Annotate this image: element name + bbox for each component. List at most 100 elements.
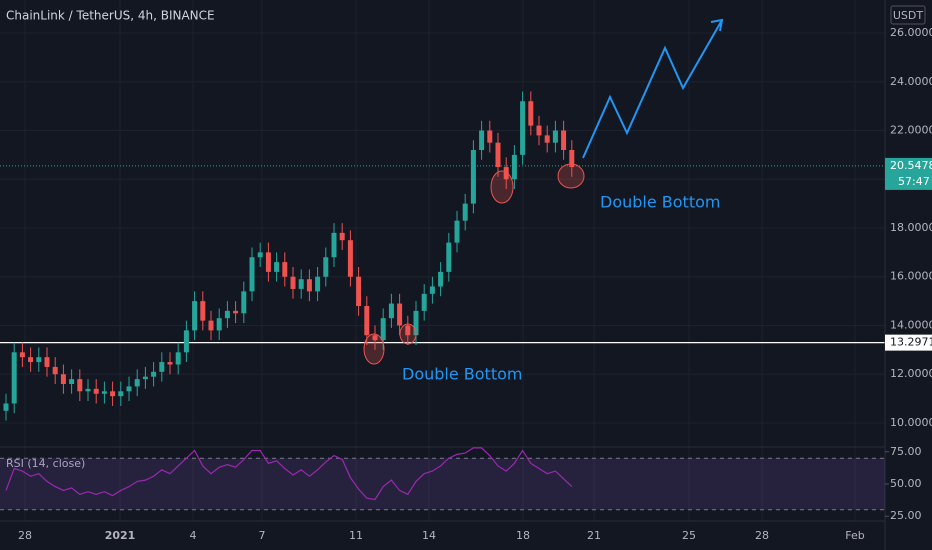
candle-body	[28, 357, 34, 363]
candle-body	[495, 142, 501, 168]
grid	[0, 0, 885, 521]
annotation-ellipse	[363, 333, 385, 365]
y-tick-label: 26.0000	[890, 26, 932, 39]
x-tick-label: 18	[516, 529, 530, 542]
rsi-tick-label: 50.00	[890, 477, 922, 490]
y-tick-label: 16.0000	[890, 270, 932, 283]
candle-body	[36, 357, 42, 363]
candle-body	[552, 130, 558, 143]
candle-body	[60, 374, 66, 384]
candle-body	[479, 130, 485, 150]
candle-body	[200, 301, 206, 321]
candle-body	[241, 291, 247, 314]
y-tick-label: 22.0000	[890, 123, 932, 136]
candle-body	[306, 279, 312, 292]
candle-body	[167, 362, 173, 365]
x-tick-label: 14	[422, 529, 436, 542]
projection-path	[582, 19, 723, 159]
annotation: Double Bottom	[402, 365, 522, 384]
candle-body	[397, 303, 403, 326]
currency-box[interactable]	[890, 5, 926, 25]
candle-body	[290, 276, 296, 289]
candle-body	[544, 135, 550, 143]
last-price-label: 20.5478	[890, 159, 932, 172]
candle-body	[208, 320, 214, 331]
candle-body	[3, 403, 9, 411]
candle-body	[85, 388, 91, 392]
candle-body	[110, 391, 116, 397]
candle-body	[192, 301, 198, 331]
annotation-ellipse	[399, 323, 417, 345]
candle-body	[19, 352, 25, 358]
candle-body	[438, 271, 444, 287]
candle-body	[520, 101, 526, 155]
y-tick-label: 24.0000	[890, 75, 932, 88]
candle-body	[126, 386, 132, 392]
rsi-line	[5, 447, 573, 501]
candle-body	[118, 391, 124, 397]
candle-body	[421, 293, 427, 311]
candle-body	[134, 379, 140, 387]
rsi-tick-label: 75.00	[890, 445, 922, 458]
currency[interactable]: USDT	[893, 9, 924, 22]
candle-body	[388, 303, 394, 319]
candle-body	[331, 232, 337, 258]
countdown: 57:47	[898, 175, 930, 188]
annotation-ellipse	[557, 163, 585, 189]
support-label-box	[885, 334, 932, 351]
candle-body	[101, 391, 107, 394]
candle-body	[216, 318, 222, 331]
candle-body	[356, 276, 362, 306]
candle-body	[315, 276, 321, 292]
symbol-title: ChainLink / TetherUS, 4h, BINANCE	[6, 9, 215, 23]
candle-body	[569, 149, 575, 168]
projection-arrowhead	[710, 18, 724, 32]
annotation-ellipse	[490, 170, 514, 204]
candle-body	[446, 242, 452, 272]
candle-body	[11, 352, 17, 404]
x-tick-label: 28	[18, 529, 32, 542]
candle-body	[462, 203, 468, 221]
candle-body	[69, 379, 75, 384]
y-tick-label: 14.0000	[890, 318, 932, 331]
candle-body	[380, 318, 386, 341]
candle-body	[339, 232, 345, 241]
candle-body	[413, 310, 419, 336]
candle-body	[142, 376, 148, 380]
candle-body	[561, 130, 567, 150]
rsi-title: RSI (14, close)	[6, 457, 85, 470]
candle-body	[536, 125, 542, 136]
candle-body	[470, 149, 476, 204]
candle-body	[224, 310, 230, 319]
x-tick-label: 25	[682, 529, 696, 542]
candle-body	[405, 325, 411, 336]
candle-body	[93, 388, 99, 394]
candle-body	[159, 362, 165, 372]
price-pane	[0, 91, 885, 421]
rsi-tick-label: 25.00	[890, 509, 922, 522]
candle-body	[77, 379, 83, 392]
candle-body	[503, 167, 509, 180]
x-tick-label: 21	[587, 529, 601, 542]
x-tick-label: 4	[190, 529, 197, 542]
candle-body	[528, 101, 534, 126]
candle-body	[265, 252, 271, 272]
candle-body	[323, 257, 329, 277]
candle-body	[274, 262, 280, 272]
x-tick-label: 7	[259, 529, 266, 542]
candle-body	[257, 252, 263, 258]
candle-body	[52, 366, 58, 375]
candle-body	[372, 335, 378, 341]
y-tick-label: 10.0000	[890, 416, 932, 429]
candle-body	[175, 352, 181, 365]
candle-body	[151, 371, 157, 377]
support-label: 13.2971	[890, 336, 932, 349]
candle-body	[282, 262, 288, 277]
candle-body	[364, 305, 370, 336]
y-tick-label: 18.0000	[890, 221, 932, 234]
candle-body	[347, 240, 353, 277]
candle-body	[249, 257, 255, 292]
y-tick-label: 12.0000	[890, 367, 932, 380]
annotation: Double Bottom	[600, 193, 720, 212]
